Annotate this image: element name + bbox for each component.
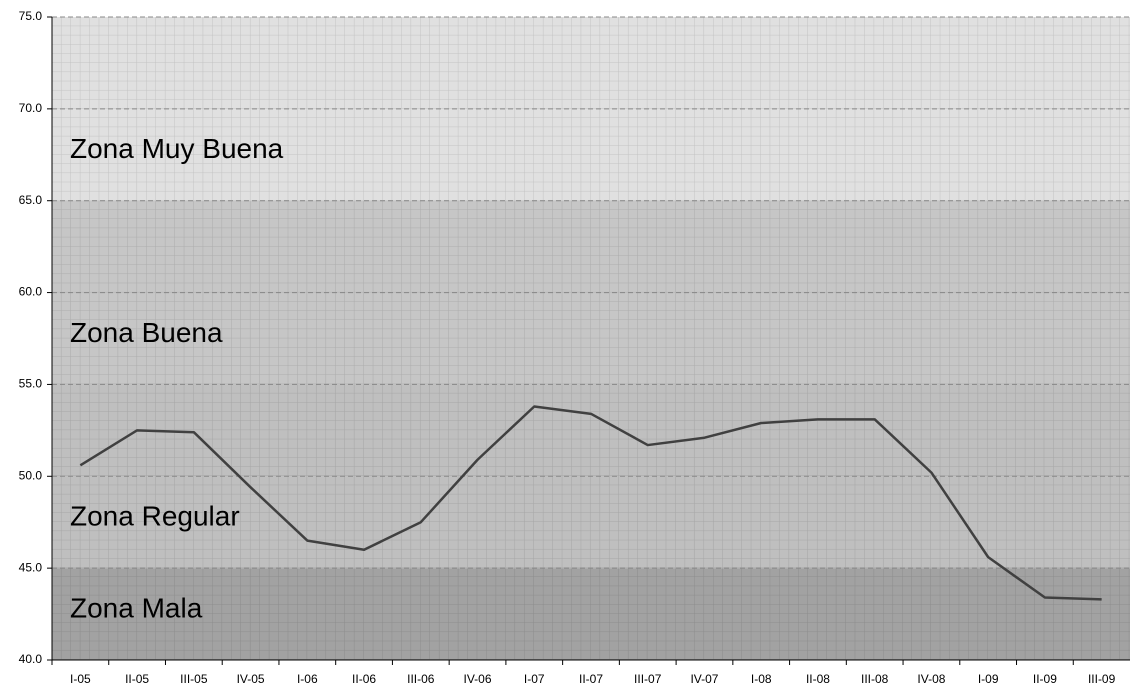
x-tick-label: I-07 [524,672,545,686]
y-tick-label: 75.0 [19,9,43,23]
y-tick-label: 40.0 [19,652,43,666]
x-tick-label: IV-07 [690,672,718,686]
y-tick-label: 65.0 [19,193,43,207]
y-tick-label: 70.0 [19,101,43,115]
x-tick-label: III-05 [180,672,208,686]
zone-label: Zona Regular [70,501,240,532]
zone-label: Zona Mala [70,592,203,623]
x-tick-label: III-07 [634,672,662,686]
x-tick-label: I-05 [70,672,91,686]
y-tick-label: 45.0 [19,560,43,574]
x-tick-label: II-07 [579,672,603,686]
zone-label: Zona Muy Buena [70,133,284,164]
zone-label: Zona Buena [70,317,223,348]
grid [52,16,1130,661]
y-tick-label: 55.0 [19,377,43,391]
x-tick-label: IV-05 [237,672,265,686]
x-tick-label: II-09 [1033,672,1057,686]
y-tick-label: 50.0 [19,468,43,482]
line [79,405,1102,601]
x-tick-label: I-08 [751,672,772,686]
y-tick-label: 60.0 [19,285,43,299]
x-tick-label: II-05 [125,672,149,686]
x-tick-label: II-08 [806,672,830,686]
x-tick-label: III-06 [407,672,435,686]
x-tick-label: III-08 [861,672,889,686]
x-tick-label: II-06 [352,672,376,686]
x-tick-label: I-06 [297,672,318,686]
x-tick-label: IV-06 [464,672,492,686]
x-tick-label: III-09 [1088,672,1116,686]
fine-grid [52,17,1130,660]
x-tick-label: I-09 [978,672,999,686]
x-tick-label: IV-08 [917,672,945,686]
